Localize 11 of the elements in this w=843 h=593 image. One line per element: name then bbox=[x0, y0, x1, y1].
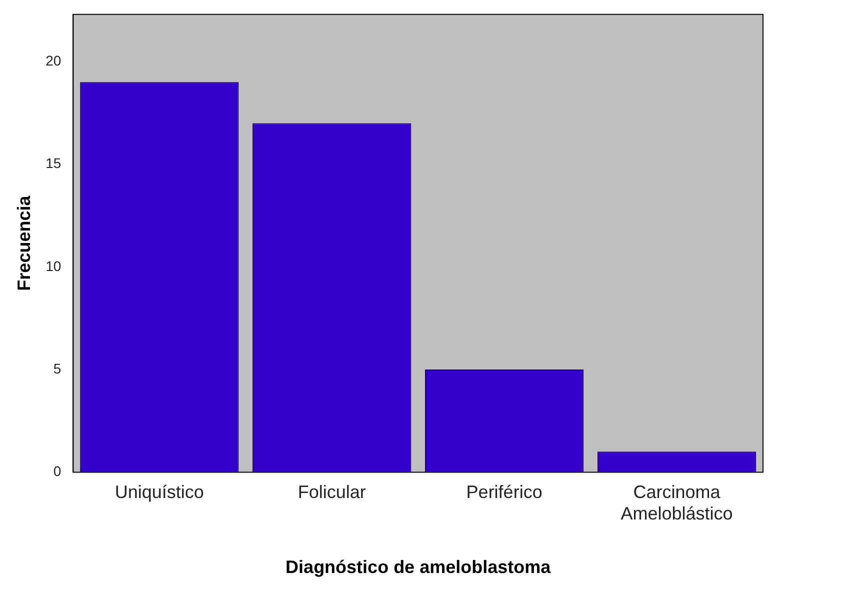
x-tick-label: Periférico bbox=[466, 482, 542, 502]
y-tick-label: 0 bbox=[53, 463, 62, 480]
y-axis-title: Frecuencia bbox=[14, 194, 34, 291]
y-tick-label: 5 bbox=[53, 360, 62, 376]
y-tick-label: 20 bbox=[46, 52, 62, 68]
x-tick-label: Folicular bbox=[298, 482, 366, 502]
x-tick-label: Uniquístico bbox=[114, 482, 204, 502]
y-tick-label: 10 bbox=[46, 258, 62, 274]
x-tick-label: Carcinoma Ameloblástico bbox=[620, 482, 733, 524]
x-axis-title: Diagnóstico de ameloblastoma bbox=[286, 557, 552, 578]
y-tick-label: 15 bbox=[46, 155, 62, 172]
